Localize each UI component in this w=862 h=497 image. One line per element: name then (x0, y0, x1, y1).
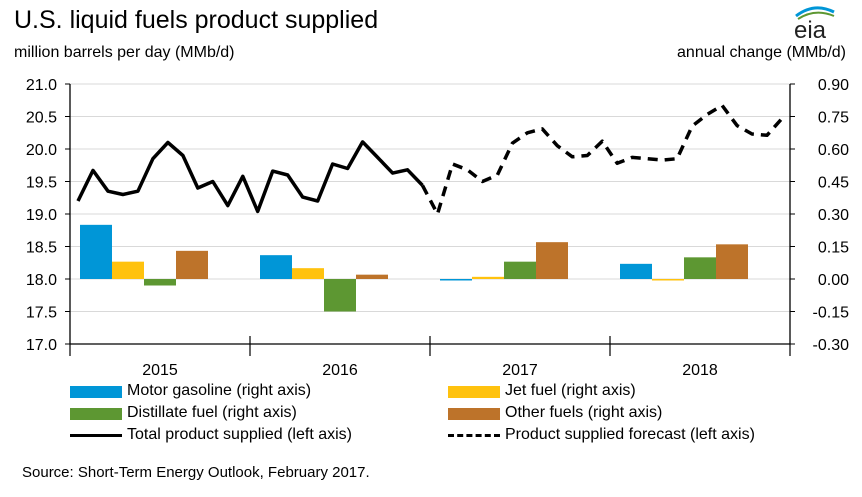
right-tick-label: 0.30 (818, 207, 849, 224)
left-tick-label: 21.0 (26, 77, 57, 94)
left-tick-label: 17.5 (26, 305, 57, 322)
eia-logo: eia (794, 6, 835, 42)
legend-swatch-solid-line (70, 434, 122, 437)
left-tick-label: 20.0 (26, 142, 57, 159)
svg-text:eia: eia (794, 17, 827, 42)
right-tick-label: 0.60 (818, 142, 849, 159)
year-label: 2016 (322, 362, 358, 379)
right-tick-label: -0.30 (813, 337, 850, 354)
year-label: 2018 (682, 362, 718, 379)
year-label: 2015 (142, 362, 178, 379)
right-axis-unit: annual change (MMb/d) (677, 44, 846, 61)
legend-label: Motor gasoline (right axis) (127, 382, 312, 399)
chart-area: 17.0 17.5 18.0 18.5 19.0 19.5 20.0 20.5 21.0 -0.3… (26, 77, 850, 379)
bar-motor-gasoline (440, 279, 472, 281)
bar-other-fuels (716, 244, 748, 279)
left-tick-label: 17.0 (26, 337, 57, 354)
legend-swatch-motor-gasoline (70, 386, 122, 398)
right-tick-label: 0.75 (818, 110, 849, 127)
left-tick-label: 18.0 (26, 272, 57, 289)
bar-distillate-fuel (144, 279, 176, 286)
right-tick-label: -0.15 (813, 305, 850, 322)
bar-other-fuels (176, 250, 208, 279)
right-tick-label: 0.45 (818, 175, 849, 192)
bar-distillate-fuel (684, 257, 716, 279)
chart-title: U.S. liquid fuels product supplied (14, 6, 379, 34)
left-tick-label: 19.0 (26, 207, 57, 224)
legend-swatch-other-fuels (448, 408, 500, 420)
left-tick-label: 18.5 (26, 240, 57, 257)
bar-jet-fuel (292, 268, 324, 279)
left-axis-unit: million barrels per day (MMb/d) (14, 44, 235, 61)
right-tick-label: 0.15 (818, 240, 849, 257)
left-tick-label: 20.5 (26, 110, 57, 127)
right-tick-label: 0.90 (818, 77, 849, 94)
year-label: 2017 (502, 362, 538, 379)
bar-motor-gasoline (260, 255, 292, 279)
bar-jet-fuel (112, 261, 144, 279)
forecast-line (420, 103, 784, 216)
legend-label: Other fuels (right axis) (505, 404, 663, 421)
legend-swatch-jet-fuel (448, 386, 500, 398)
legend-swatch-dashed-line (448, 434, 500, 437)
legend-swatch-distillate-fuel (70, 408, 122, 420)
bar-jet-fuel (652, 279, 684, 281)
source-note: Source: Short-Term Energy Outlook, Febru… (22, 464, 370, 481)
bar-jet-fuel (472, 276, 504, 279)
legend-label: Product supplied forecast (left axis) (505, 426, 755, 443)
bar-other-fuels (536, 242, 568, 279)
right-tick-label: 0.00 (818, 272, 849, 289)
bar-other-fuels (356, 274, 388, 279)
total-line (76, 140, 424, 214)
legend-label: Total product supplied (left axis) (127, 426, 352, 443)
bar-motor-gasoline (620, 263, 652, 279)
legend-label: Distillate fuel (right axis) (127, 404, 297, 421)
bar-distillate-fuel (324, 279, 356, 312)
legend-label: Jet fuel (right axis) (505, 382, 636, 399)
left-tick-label: 19.5 (26, 175, 57, 192)
bar-motor-gasoline (80, 224, 112, 279)
bar-distillate-fuel (504, 261, 536, 279)
